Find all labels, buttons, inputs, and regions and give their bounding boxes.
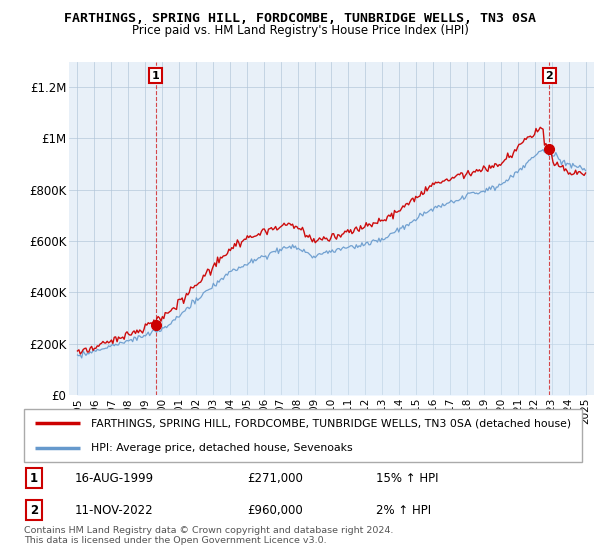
Text: 2: 2	[30, 503, 38, 516]
Text: £960,000: £960,000	[247, 503, 303, 516]
Text: 2: 2	[545, 71, 553, 81]
Text: 11-NOV-2022: 11-NOV-2022	[74, 503, 153, 516]
Text: Price paid vs. HM Land Registry's House Price Index (HPI): Price paid vs. HM Land Registry's House …	[131, 24, 469, 37]
Text: HPI: Average price, detached house, Sevenoaks: HPI: Average price, detached house, Seve…	[91, 442, 353, 452]
Text: 15% ↑ HPI: 15% ↑ HPI	[376, 472, 438, 485]
Text: FARTHINGS, SPRING HILL, FORDCOMBE, TUNBRIDGE WELLS, TN3 0SA (detached house): FARTHINGS, SPRING HILL, FORDCOMBE, TUNBR…	[91, 418, 571, 428]
Text: £271,000: £271,000	[247, 472, 303, 485]
Text: This data is licensed under the Open Government Licence v3.0.: This data is licensed under the Open Gov…	[24, 536, 326, 545]
Text: FARTHINGS, SPRING HILL, FORDCOMBE, TUNBRIDGE WELLS, TN3 0SA: FARTHINGS, SPRING HILL, FORDCOMBE, TUNBR…	[64, 12, 536, 25]
Text: Contains HM Land Registry data © Crown copyright and database right 2024.: Contains HM Land Registry data © Crown c…	[24, 526, 394, 535]
Text: 2% ↑ HPI: 2% ↑ HPI	[376, 503, 431, 516]
Text: 1: 1	[30, 472, 38, 485]
Text: 1: 1	[152, 71, 160, 81]
Text: 16-AUG-1999: 16-AUG-1999	[74, 472, 154, 485]
